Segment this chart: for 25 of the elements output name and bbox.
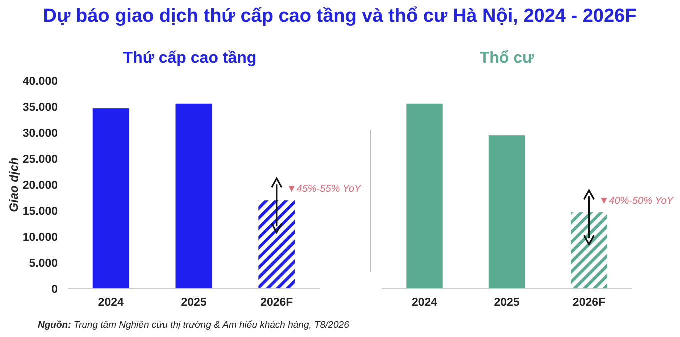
y-tick-label: 5.000 [29, 258, 58, 270]
y-tick-label: 35.000 [22, 102, 58, 114]
annotation: ▼45%-55% YoY [286, 184, 362, 196]
bar [92, 108, 130, 289]
y-tick-label: 20.000 [22, 180, 58, 192]
bar [176, 104, 212, 289]
text: Nguồn: Trung tâm Nghiên cứu thị trường & Am hiểu khách hàng, T8/2026 [38, 320, 350, 331]
y-tick-label: 15.000 [22, 206, 58, 218]
y-axis-title: Giao dịch [7, 158, 21, 212]
bar [258, 200, 296, 289]
y-tick-label: 30.000 [22, 128, 58, 140]
annotation: ▼40%-50% YoY [599, 196, 675, 208]
chart-title: Thổ cư [480, 50, 535, 67]
y-tick-label: 0 [52, 284, 58, 296]
x-tick-label: 2024 [98, 297, 124, 309]
x-tick-label: 2025 [181, 297, 208, 309]
x-tick-label: 2026F [572, 297, 606, 309]
y-tick-label: 25.000 [22, 154, 58, 166]
y-tick-label: 10.000 [22, 232, 58, 244]
y-tick-label: 40.000 [22, 76, 58, 88]
x-tick-label: 2025 [494, 297, 520, 309]
chart-title: Dự báo giao dịch thứ cấp cao tầng và thổ cư Hà Nội, 2024 - 2026F [43, 6, 637, 27]
chart-subtitle: Thứ cấp cao tầng [123, 50, 257, 67]
x-tick-label: 2026F [260, 297, 294, 309]
x-tick-label: 2024 [412, 297, 438, 309]
